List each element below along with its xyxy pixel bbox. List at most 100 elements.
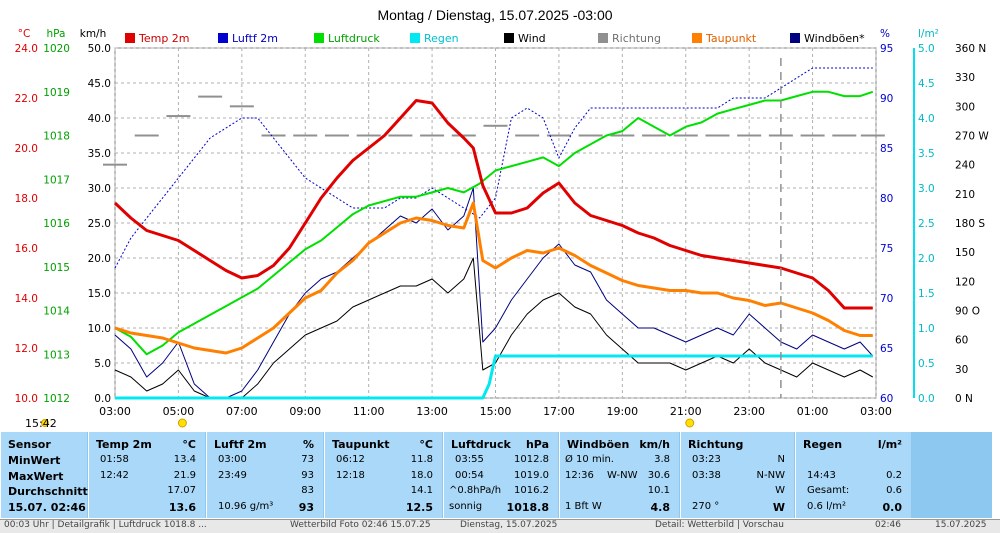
rain-tick-label: 0.0 — [918, 393, 935, 405]
footer-item[interactable]: 02:46 — [875, 520, 901, 530]
dir-max-time: 03:38 — [692, 470, 721, 481]
humidity-tick-label: 90 — [880, 93, 893, 105]
temp-min-value: 13.4 — [173, 454, 196, 465]
direction-point — [166, 115, 191, 118]
humidity-unit-label: % — [880, 28, 890, 40]
temp-tick-label: 20.0 — [15, 143, 38, 155]
weather-chart: 03:00 05:00 07:00 09:00 11:00 13:00 15:00 17:00… — [15, 7, 990, 430]
direction-tick-label: 330 — [955, 72, 975, 84]
direction-tick-label: 270 W — [955, 131, 989, 143]
temp-tick-label: 10.0 — [15, 393, 38, 405]
x-tick-label: 11:00 — [353, 405, 385, 418]
direction-point — [832, 134, 857, 137]
humidity-tick-label: 70 — [880, 293, 893, 305]
direction-point — [103, 163, 127, 166]
x-tick-label: 13:00 — [416, 405, 448, 418]
press-min-time: 03:55 — [455, 454, 484, 465]
legend-entry: Temp 2m — [138, 32, 190, 45]
legend-entry: Luftf 2m — [232, 32, 278, 45]
footer-item[interactable]: Detail: Wetterbild | Vorschau — [655, 520, 785, 530]
wind-tick-label: 20.0 — [88, 253, 111, 265]
press-forecast: sonnig — [449, 501, 483, 512]
temp-current: 13.6 — [168, 501, 196, 514]
direction-point — [134, 134, 159, 137]
wind-tick-label: 40.0 — [88, 113, 111, 125]
direction-point — [324, 134, 349, 137]
rain-unit-label: l/m² — [918, 28, 939, 40]
column-header: Windböen — [567, 438, 630, 451]
legend-swatch — [410, 33, 420, 43]
wind-tick-label: 30.0 — [88, 183, 111, 195]
column-header: Richtung — [688, 438, 744, 451]
series-line-temp-2m — [113, 99, 873, 310]
chart-title: Montag / Dienstag, 15.07.2025 -03:00 — [377, 7, 612, 23]
sun-icon — [177, 418, 187, 428]
column-unit: hPa — [525, 438, 549, 451]
rain-max-time: 14:43 — [807, 470, 836, 481]
direction-point — [293, 134, 318, 137]
footer-item[interactable]: 00:03 Uhr | Detailgrafik | Luftdruck 101… — [4, 520, 207, 530]
legend-swatch — [692, 33, 702, 43]
direction-point — [673, 134, 698, 137]
rain-current: 0.0 — [882, 501, 903, 514]
pressure-tick-label: 1020 — [43, 43, 70, 55]
rain-total: 0.6 — [886, 485, 902, 496]
direction-tick-label: 180 S — [955, 218, 985, 230]
rain-max-value: 0.2 — [886, 470, 902, 481]
direction-point — [642, 134, 667, 137]
table-column-bg — [88, 432, 205, 518]
hum-min-time: 03:00 — [218, 454, 247, 465]
direction-tick-label: 360 N — [955, 43, 986, 55]
temp-max-time: 12:42 — [100, 470, 129, 481]
press-average: 1016.2 — [514, 485, 549, 496]
humidity-tick-label: 85 — [880, 143, 893, 155]
humidity-tick-label: 60 — [880, 393, 893, 405]
pressure-tick-label: 1012 — [43, 393, 70, 405]
rain-tick-label: 1.5 — [918, 288, 935, 300]
direction-point — [515, 134, 540, 137]
direction-tick-label: 150 — [955, 247, 975, 259]
dew-current: 12.5 — [405, 501, 433, 514]
wind-tick-label: 45.0 — [88, 78, 111, 90]
press-max-value: 1019.0 — [514, 470, 549, 481]
rain-tick-label: 2.5 — [918, 218, 935, 230]
footer-item[interactable]: Wetterbild Foto 02:46 15.07.25 — [290, 520, 431, 530]
row-label: 15.07. 02:46 — [8, 501, 86, 514]
table-column-bg — [795, 432, 911, 518]
direction-point — [420, 134, 445, 137]
direction-point — [261, 134, 286, 137]
direction-point — [229, 105, 254, 108]
x-tick-label: 21:00 — [670, 405, 702, 418]
column-unit: % — [302, 438, 314, 451]
pressure-tick-label: 1018 — [43, 131, 70, 143]
pressure-tick-label: 1017 — [43, 174, 70, 186]
dew-max-value: 18.0 — [410, 470, 433, 481]
temp-average: 17.07 — [167, 485, 196, 496]
pressure-unit-label: hPa — [47, 28, 66, 40]
column-header: Sensor — [8, 438, 51, 451]
column-header: Regen — [803, 438, 843, 451]
table-column-bg — [206, 432, 323, 518]
humidity-tick-label: 95 — [880, 43, 893, 55]
legend: Temp 2m Luftf 2m Luftdruck Regen Wind Richtun… — [125, 32, 865, 45]
wind-tick-label: 25.0 — [88, 218, 111, 230]
legend-entry: Windböen* — [804, 32, 865, 45]
direction-tick-label: 240 — [955, 160, 975, 172]
dew-max-time: 12:18 — [336, 470, 365, 481]
direction-tick-label: 0 N — [955, 393, 973, 405]
x-tick-label: 09:00 — [289, 405, 321, 418]
rain-today: 0.6 l/m² — [807, 501, 846, 512]
rain-tick-label: 3.0 — [918, 183, 935, 195]
series-line-windb-en — [114, 187, 874, 399]
footer-item[interactable]: Dienstag, 15.07.2025 — [460, 520, 558, 530]
x-tick-label: 23:00 — [733, 405, 765, 418]
footer-item[interactable]: 15.07.2025 — [935, 520, 987, 530]
gust-max-time: 12:36 — [565, 470, 594, 481]
legend-swatch — [504, 33, 514, 43]
legend-swatch — [125, 33, 135, 43]
legend-swatch — [314, 33, 324, 43]
dew-min-value: 11.8 — [410, 454, 433, 465]
temp-tick-label: 12.0 — [15, 343, 38, 355]
x-tick-label: 05:00 — [163, 405, 195, 418]
rain-tick-label: 2.0 — [918, 253, 935, 265]
